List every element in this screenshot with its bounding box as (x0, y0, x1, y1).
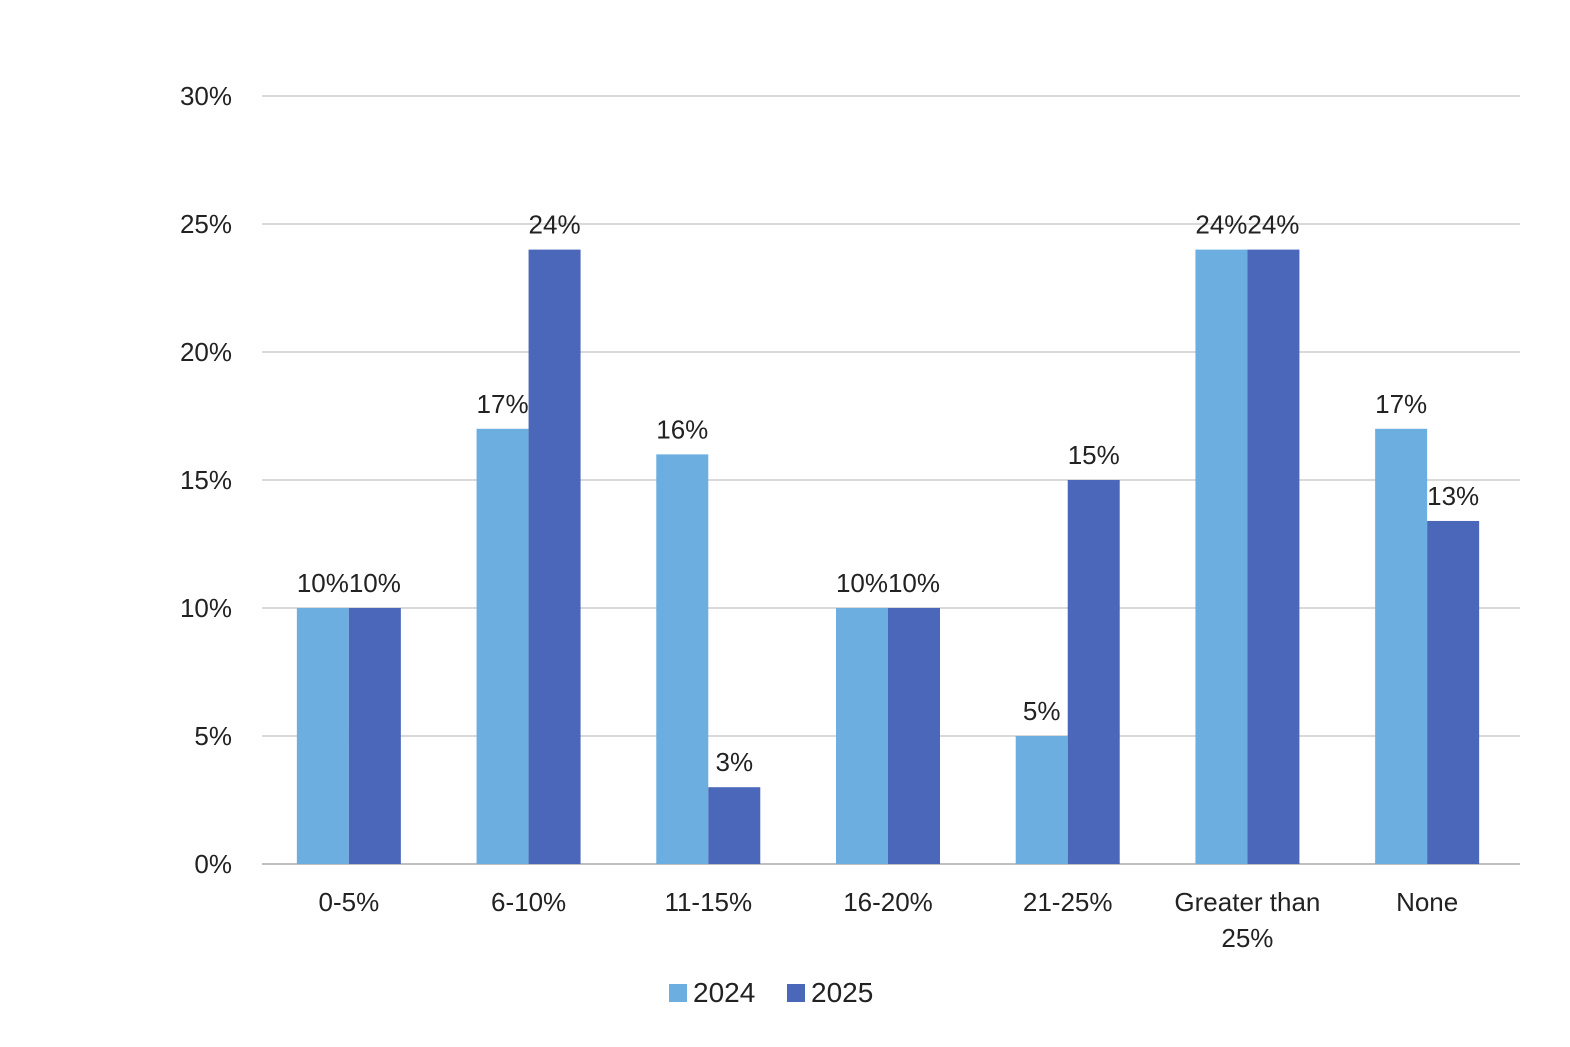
legend-label-2024: 2024 (693, 977, 755, 1008)
x-tick-label: None (1396, 887, 1458, 917)
data-label: 3% (715, 747, 753, 777)
bar-2025 (1427, 520, 1480, 864)
x-tick-label: 0-5% (319, 887, 380, 917)
bar-2024 (836, 608, 888, 864)
legend: 2024 2025 (669, 977, 873, 1008)
data-label: 10% (888, 568, 940, 598)
y-tick-label: 15% (180, 465, 232, 495)
y-tick-label: 5% (194, 721, 232, 751)
data-label: 17% (1375, 389, 1427, 419)
data-label: 17% (477, 389, 529, 419)
bar-2025 (1067, 480, 1120, 864)
x-tick-label: Greater than 25% (1174, 887, 1320, 953)
data-label: 10% (836, 568, 888, 598)
y-tick-label: 20% (180, 337, 232, 367)
data-label: 24% (1247, 210, 1299, 240)
x-tick-label: 6-10% (491, 887, 566, 917)
bar-2025 (348, 608, 401, 864)
legend-swatch-2024 (669, 984, 687, 1002)
legend-swatch-2025 (787, 984, 805, 1002)
bar-2024 (656, 454, 709, 864)
x-axis-tick-labels: 0-5% 6-10% 11-15% 16-20% 21-25% Greater than 2… (319, 887, 1459, 953)
data-label: 15% (1068, 440, 1120, 470)
data-labels: 10% 10%17%24%16%3%10% 10%5%15%24% 24%17%13% (297, 210, 1479, 778)
x-tick-label: 16-20% (843, 887, 933, 917)
bar-2024 (296, 608, 349, 864)
data-label: 24% (1195, 210, 1247, 240)
data-label: 16% (656, 414, 708, 444)
data-label: 10% (297, 568, 349, 598)
bar-2025 (528, 249, 581, 865)
bar-2025 (1247, 249, 1300, 865)
data-label: 5% (1023, 696, 1061, 726)
bar-2025 (708, 787, 761, 864)
bar-2024 (1195, 249, 1248, 865)
y-tick-label: 30% (180, 81, 232, 111)
y-tick-label: 25% (180, 209, 232, 239)
legend-label-2025: 2025 (811, 977, 873, 1008)
bar-2024 (476, 428, 529, 864)
x-tick-label: 21-25% (1023, 887, 1113, 917)
bar-2024 (1375, 428, 1428, 864)
data-label: 10% (349, 568, 401, 598)
bars (296, 249, 1480, 865)
data-label: 13% (1427, 481, 1479, 511)
y-axis-tick-labels: 0% 5% 10% 15% 20% 25% 30% (180, 81, 232, 879)
data-label: 24% (529, 210, 581, 240)
x-tick-label: 11-15% (664, 887, 752, 917)
bar-2025 (888, 608, 940, 864)
y-tick-label: 0% (194, 849, 232, 879)
bar-2024 (1015, 736, 1068, 864)
y-tick-label: 10% (180, 593, 232, 623)
